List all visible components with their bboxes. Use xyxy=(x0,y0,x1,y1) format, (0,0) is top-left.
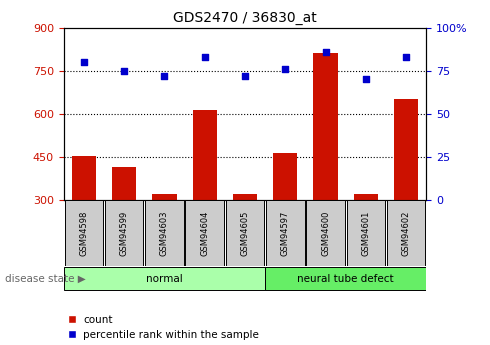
Text: GSM94603: GSM94603 xyxy=(160,210,169,256)
Bar xyxy=(266,200,305,266)
Bar xyxy=(306,200,345,266)
Text: GSM94602: GSM94602 xyxy=(402,210,411,256)
Bar xyxy=(152,194,176,200)
Bar xyxy=(65,200,103,266)
Text: GSM94598: GSM94598 xyxy=(79,210,88,256)
Point xyxy=(120,68,128,73)
Bar xyxy=(145,200,184,266)
Text: GSM94597: GSM94597 xyxy=(281,210,290,256)
Bar xyxy=(265,267,426,290)
Bar xyxy=(346,200,385,266)
Bar xyxy=(193,109,217,200)
Title: GDS2470 / 36830_at: GDS2470 / 36830_at xyxy=(173,11,317,25)
Point xyxy=(321,49,329,55)
Bar xyxy=(185,200,224,266)
Text: neural tube defect: neural tube defect xyxy=(297,274,394,284)
Bar xyxy=(394,99,418,200)
Text: GSM94600: GSM94600 xyxy=(321,210,330,256)
Text: disease state ▶: disease state ▶ xyxy=(5,274,86,284)
Point xyxy=(241,73,249,79)
Legend: count, percentile rank within the sample: count, percentile rank within the sample xyxy=(69,315,259,340)
Text: normal: normal xyxy=(146,274,183,284)
Bar xyxy=(72,156,96,200)
Bar xyxy=(314,53,338,200)
Bar xyxy=(105,200,144,266)
Text: GSM94605: GSM94605 xyxy=(241,210,249,256)
Bar xyxy=(112,167,136,200)
Point xyxy=(161,73,169,79)
Text: GSM94601: GSM94601 xyxy=(361,210,370,256)
Bar xyxy=(226,200,264,266)
Text: GSM94599: GSM94599 xyxy=(120,210,129,256)
Point xyxy=(402,54,410,60)
Point xyxy=(362,77,370,82)
Bar xyxy=(233,194,257,200)
Bar xyxy=(64,267,265,290)
Bar xyxy=(387,200,425,266)
Point xyxy=(201,54,209,60)
Text: GSM94604: GSM94604 xyxy=(200,210,209,256)
Point xyxy=(80,59,88,65)
Point xyxy=(281,66,289,72)
Bar xyxy=(354,194,378,200)
Bar xyxy=(273,152,297,200)
